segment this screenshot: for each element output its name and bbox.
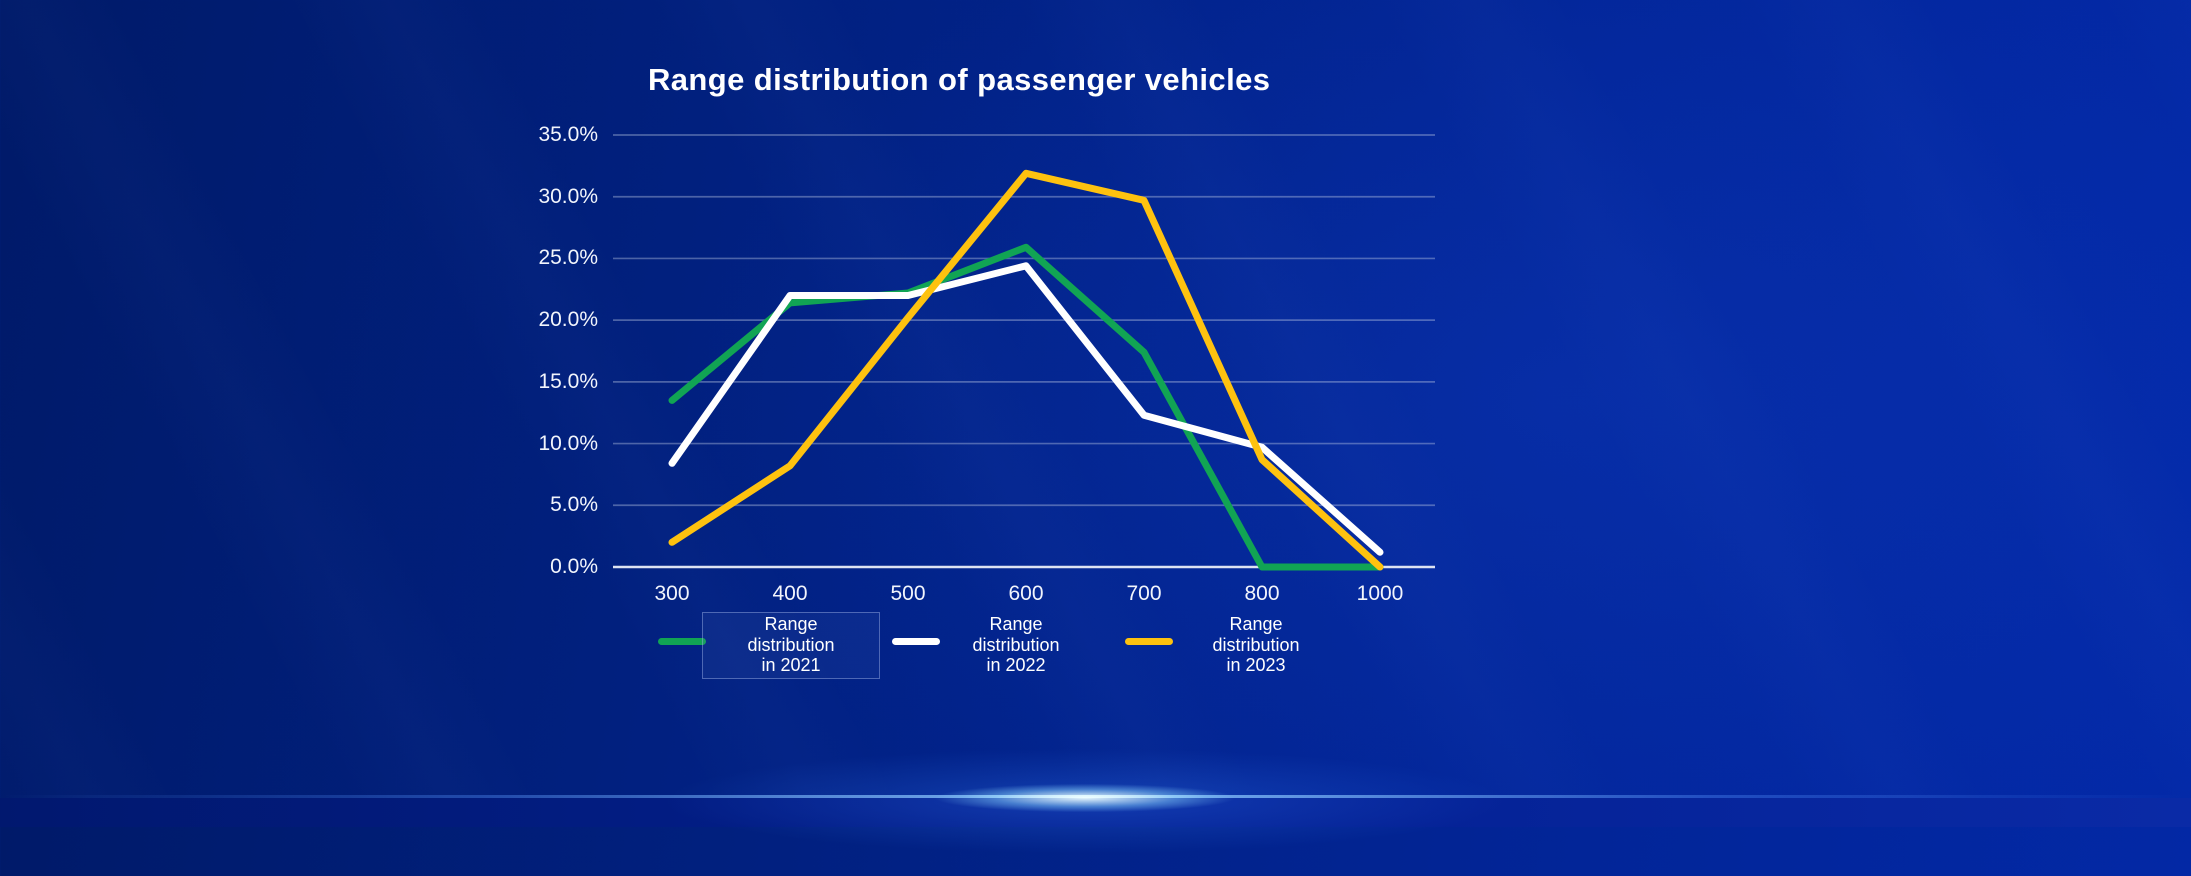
legend-item-2022[interactable]: Range distribution in 2022	[930, 612, 1102, 679]
series-line-2021	[668, 243, 1384, 571]
x-axis-tick-label: 800	[1244, 582, 1280, 605]
legend-item-label-line: Range	[764, 614, 818, 634]
y-axis-tick-label: 25.0%	[538, 246, 598, 270]
y-axis-tick-label: 20.0%	[538, 308, 598, 332]
y-axis-tick-label: 5.0%	[550, 493, 598, 517]
y-axis-tick-label: 15.0%	[538, 369, 598, 393]
x-axis-tick-label: 400	[772, 582, 808, 605]
x-axis-tick-label: 500	[890, 582, 926, 605]
x-axis-tick-label: 300	[654, 582, 690, 605]
legend-swatch-2022	[892, 638, 940, 645]
series-line-2022	[668, 262, 1384, 556]
series-line-2023	[668, 169, 1384, 571]
legend-item-label-line: distribution	[1212, 634, 1300, 655]
x-axis-tick-label: 700	[1126, 582, 1162, 605]
y-axis-tick-label: 10.0%	[538, 431, 598, 455]
y-axis-tick-label: 0.0%	[550, 555, 598, 578]
chart-title: Range distribution of passenger vehicles	[648, 62, 1271, 97]
legend-item-label-line: distribution	[747, 634, 835, 655]
legend-item-2021[interactable]: Range distribution in 2021	[702, 612, 880, 679]
legend-swatch-2023	[1125, 638, 1173, 645]
plot-area	[613, 134, 1435, 571]
legend-item-2023[interactable]: Range distribution in 2023	[1170, 612, 1342, 679]
y-axis-tick-label: 30.0%	[538, 184, 598, 208]
x-axis-tick-label: 600	[1008, 582, 1044, 605]
legend-item-label-line: in 2023	[1226, 655, 1286, 675]
legend-item-label-line: in 2022	[986, 655, 1046, 675]
legend-item-label-line: in 2021	[761, 655, 821, 675]
legend-item-label-line: Range	[989, 614, 1043, 634]
legend-swatch-2021	[658, 638, 706, 645]
legend-item-label-line: Range	[1229, 614, 1283, 634]
y-axis-tick-label: 35.0%	[538, 123, 598, 146]
x-axis-tick-label: 1000	[1356, 582, 1404, 605]
legend-item-label-line: distribution	[972, 634, 1060, 655]
